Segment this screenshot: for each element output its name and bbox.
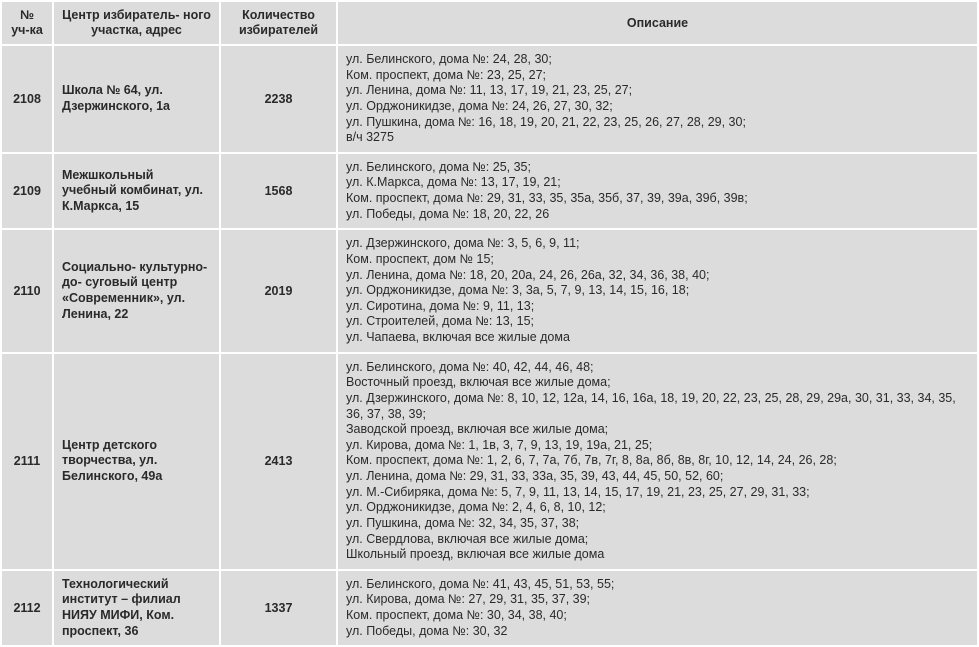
cell-precinct-number: 2109	[2, 154, 52, 229]
cell-precinct-number: 2112	[2, 571, 52, 646]
cell-center-address: Межшкольный учебный комбинат, ул. К.Марк…	[54, 154, 219, 229]
description-line: ул. Пушкина, дома №: 32, 34, 35, 37, 38;	[346, 516, 969, 532]
header-num: № уч-ка	[2, 2, 52, 44]
header-voters: Количество избирателей	[221, 2, 336, 44]
description-line: Школьный проезд, включая все жилые дома	[346, 547, 969, 563]
cell-voter-count: 2413	[221, 354, 336, 569]
description-line: Ком. проспект, дома №: 29, 31, 33, 35, 3…	[346, 191, 969, 207]
description-line: ул. Строителей, дома №: 13, 15;	[346, 314, 969, 330]
description-line: Ком. проспект, дома №: 30, 34, 38, 40;	[346, 608, 969, 624]
description-line: ул. Ленина, дома №: 11, 13, 17, 19, 21, …	[346, 83, 969, 99]
cell-center-address: Центр детского творчества, ул. Белинског…	[54, 354, 219, 569]
description-line: ул. Ленина, дома №: 29, 31, 33, 33а, 35,…	[346, 469, 969, 485]
description-line: ул. Орджоникидзе, дома №: 2, 4, 6, 8, 10…	[346, 500, 969, 516]
cell-description: ул. Белинского, дома №: 41, 43, 45, 51, …	[338, 571, 977, 646]
table-row: 2108Школа № 64, ул. Дзержинского, 1а2238…	[2, 46, 977, 152]
description-line: ул. К.Маркса, дома №: 13, 17, 19, 21;	[346, 175, 969, 191]
description-line: ул. Дзержинского, дома №: 3, 5, 6, 9, 11…	[346, 236, 969, 252]
table-row: 2111Центр детского творчества, ул. Белин…	[2, 354, 977, 569]
cell-description: ул. Дзержинского, дома №: 3, 5, 6, 9, 11…	[338, 230, 977, 351]
description-line: Ком. проспект, дома №: 23, 25, 27;	[346, 68, 969, 84]
header-row: № уч-ка Центр избиратель- ного участка, …	[2, 2, 977, 44]
description-line: ул. Белинского, дома №: 41, 43, 45, 51, …	[346, 577, 969, 593]
cell-description: ул. Белинского, дома №: 40, 42, 44, 46, …	[338, 354, 977, 569]
cell-precinct-number: 2110	[2, 230, 52, 351]
description-line: ул. Сиротина, дома №: 9, 11, 13;	[346, 299, 969, 315]
description-line: ул. Орджоникидзе, дома №: 3, 3а, 5, 7, 9…	[346, 283, 969, 299]
cell-precinct-number: 2108	[2, 46, 52, 152]
cell-voter-count: 2019	[221, 230, 336, 351]
header-center: Центр избиратель- ного участка, адрес	[54, 2, 219, 44]
cell-description: ул. Белинского, дома №: 25, 35;ул. К.Мар…	[338, 154, 977, 229]
description-line: Восточный проезд, включая все жилые дома…	[346, 375, 969, 391]
cell-voter-count: 1568	[221, 154, 336, 229]
description-line: ул. Белинского, дома №: 40, 42, 44, 46, …	[346, 360, 969, 376]
description-line: ул. Орджоникидзе, дома №: 24, 26, 27, 30…	[346, 99, 969, 115]
description-line: ул. Кирова, дома №: 1, 1в, 3, 7, 9, 13, …	[346, 438, 969, 454]
precinct-table: № уч-ка Центр избиратель- ного участка, …	[0, 0, 979, 647]
description-line: Заводской проезд, включая все жилые дома…	[346, 422, 969, 438]
description-line: ул. Ленина, дома №: 18, 20, 20а, 24, 26,…	[346, 268, 969, 284]
description-line: ул. Свердлова, включая все жилые дома;	[346, 532, 969, 548]
description-line: ул. Победы, дома №: 18, 20, 22, 26	[346, 207, 969, 223]
description-line: ул. Белинского, дома №: 24, 28, 30;	[346, 52, 969, 68]
cell-description: ул. Белинского, дома №: 24, 28, 30;Ком. …	[338, 46, 977, 152]
table-row: 2109Межшкольный учебный комбинат, ул. К.…	[2, 154, 977, 229]
description-line: ул. М.-Сибиряка, дома №: 5, 7, 9, 11, 13…	[346, 485, 969, 501]
cell-voter-count: 1337	[221, 571, 336, 646]
description-line: ул. Пушкина, дома №: 16, 18, 19, 20, 21,…	[346, 115, 969, 131]
cell-precinct-number: 2111	[2, 354, 52, 569]
description-line: в/ч 3275	[346, 130, 969, 146]
cell-center-address: Технологический институт – филиал НИЯУ М…	[54, 571, 219, 646]
description-line: ул. Дзержинского, дома №: 8, 10, 12, 12а…	[346, 391, 969, 422]
description-line: ул. Кирова, дома №: 27, 29, 31, 35, 37, …	[346, 592, 969, 608]
description-line: ул. Белинского, дома №: 25, 35;	[346, 160, 969, 176]
description-line: ул. Победы, дома №: 30, 32	[346, 624, 969, 640]
description-line: ул. Чапаева, включая все жилые дома	[346, 330, 969, 346]
cell-center-address: Школа № 64, ул. Дзержинского, 1а	[54, 46, 219, 152]
cell-center-address: Социально- культурно-до- суговый центр «…	[54, 230, 219, 351]
table-row: 2110Социально- культурно-до- суговый цен…	[2, 230, 977, 351]
description-line: Ком. проспект, дом № 15;	[346, 252, 969, 268]
table-row: 2112Технологический институт – филиал НИ…	[2, 571, 977, 646]
header-desc: Описание	[338, 2, 977, 44]
cell-voter-count: 2238	[221, 46, 336, 152]
description-line: Ком. проспект, дома №: 1, 2, 6, 7, 7а, 7…	[346, 453, 969, 469]
